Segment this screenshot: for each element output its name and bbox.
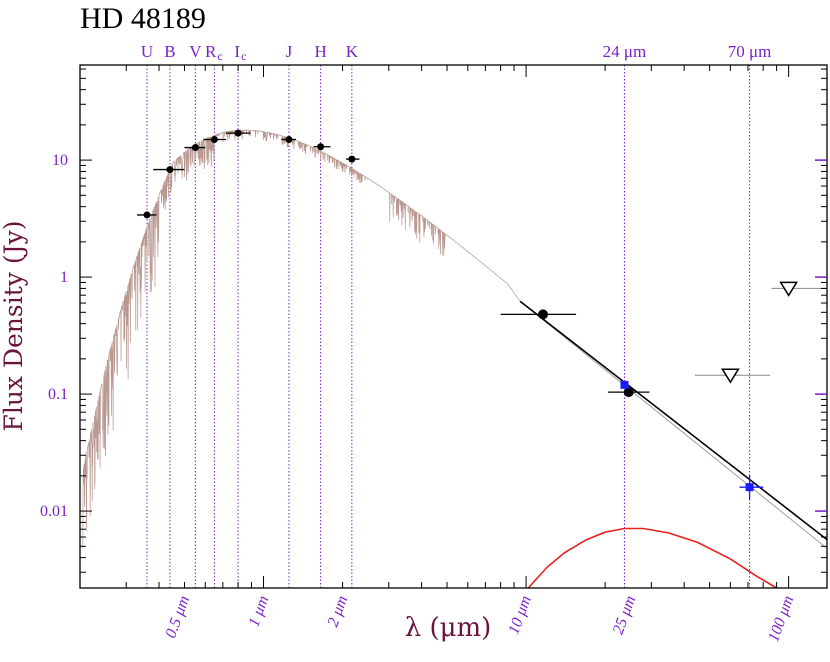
x-axis-label: λ (μm) xyxy=(405,613,492,643)
chart-title: HD 48189 xyxy=(80,2,206,35)
x-tick-label: 0.5 μm xyxy=(162,594,193,641)
photometry-point xyxy=(538,309,549,320)
spitzer-point xyxy=(620,380,629,389)
photometry-point xyxy=(285,136,293,144)
band-label: V xyxy=(189,42,202,61)
band-label: B xyxy=(164,42,175,61)
photometry-point xyxy=(191,144,199,152)
photometry-point xyxy=(143,211,151,219)
x-tick-label: 25 μm xyxy=(610,594,640,637)
photosphere-line xyxy=(519,301,828,549)
band-label: J xyxy=(286,42,293,61)
band-label-subscript: c xyxy=(217,49,222,63)
band-label: R xyxy=(205,42,217,61)
upper-limit-marker xyxy=(779,281,798,297)
model-curves xyxy=(519,300,828,589)
photometry-point xyxy=(166,166,174,174)
band-label: H xyxy=(314,42,326,61)
y-axis-ticks: 0.01 0.1 1 10 xyxy=(40,68,827,573)
photometry-point xyxy=(623,387,634,398)
spectrum-tail xyxy=(507,283,521,302)
disk-blackbody-line xyxy=(527,527,778,589)
plot-border xyxy=(79,64,828,589)
x-tick-label: 1 μm xyxy=(245,594,272,630)
spitzer-point xyxy=(745,483,754,492)
band-label-subscript: c xyxy=(241,49,246,63)
y-tick-label: 0.1 xyxy=(48,386,68,403)
band-label: 70 μm xyxy=(728,42,772,61)
total-fit-line xyxy=(519,300,828,541)
model-spectrum xyxy=(82,129,508,549)
y-tick-label: 0.01 xyxy=(40,503,68,520)
photometry-point xyxy=(348,155,356,163)
photometry-point xyxy=(234,129,242,137)
upper-limit-marker xyxy=(721,368,740,384)
stellar-spectrum xyxy=(82,129,521,549)
band-label: I xyxy=(234,42,240,61)
y-tick-label: 1 xyxy=(60,269,68,286)
x-tick-label: 2 μm xyxy=(325,594,352,630)
photometry-point xyxy=(210,136,218,144)
plot-frame xyxy=(79,64,828,589)
photometry-points xyxy=(137,129,827,500)
band-label: 24 μm xyxy=(603,42,647,61)
x-tick-label: 10 μm xyxy=(505,594,535,637)
y-axis-label: Flux Density (Jy) xyxy=(0,220,28,431)
y-tick-label: 10 xyxy=(52,152,68,169)
band-label: K xyxy=(346,42,359,61)
x-tick-label: 100 μm xyxy=(765,594,797,645)
photometry-point xyxy=(317,143,325,151)
band-label: U xyxy=(141,42,153,61)
